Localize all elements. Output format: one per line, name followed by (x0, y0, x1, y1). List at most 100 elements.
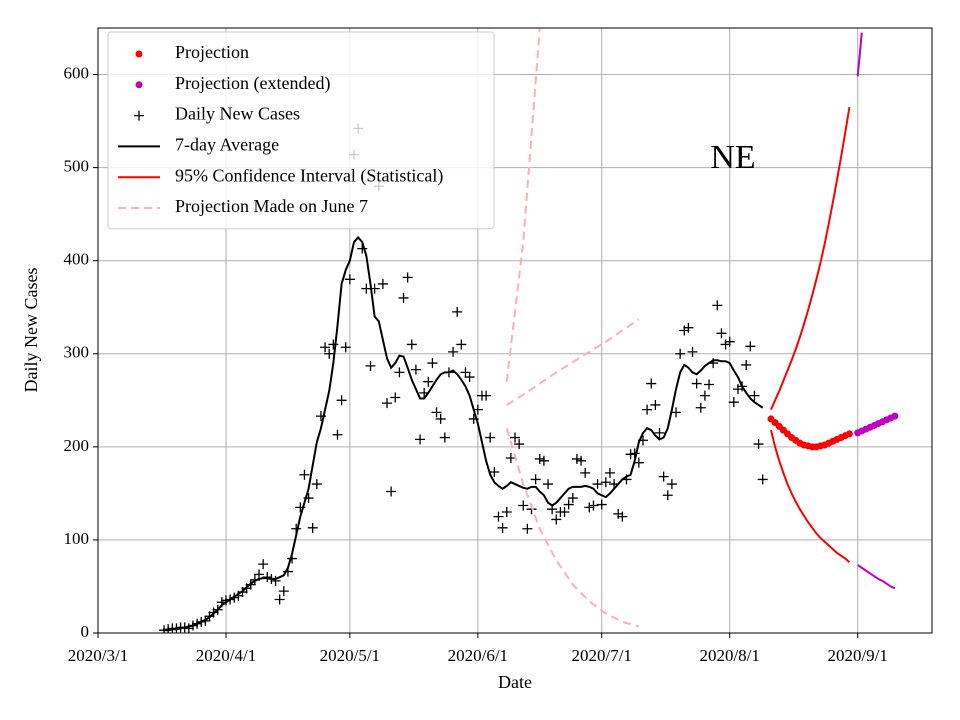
case-marker (522, 523, 533, 534)
y-axis-label: Daily New Cases (21, 268, 41, 393)
case-marker (254, 569, 265, 580)
case-marker (662, 490, 673, 501)
projection-dot (891, 412, 899, 420)
case-marker (415, 434, 426, 445)
case-marker (448, 346, 459, 357)
projection-dot (135, 81, 143, 89)
case-marker (485, 432, 496, 443)
x-axis-label: Date (498, 672, 532, 692)
case-marker (299, 469, 310, 480)
y-tick-label: 100 (64, 529, 90, 548)
legend-label: 95% Confidence Interval (Statistical) (175, 165, 443, 186)
x-tick-label: 2020/4/1 (196, 646, 256, 665)
case-marker (650, 399, 661, 410)
case-marker (757, 474, 768, 485)
case-marker (559, 507, 570, 517)
case-marker (328, 339, 339, 350)
case-marker (493, 511, 504, 522)
chart-title: NE (710, 139, 755, 176)
case-marker (567, 493, 578, 504)
case-marker (646, 378, 657, 389)
series-line (505, 427, 640, 628)
case-marker (584, 502, 595, 513)
y-tick-label: 500 (64, 157, 90, 176)
case-marker (456, 339, 467, 350)
case-marker (530, 474, 541, 485)
case-marker (497, 522, 508, 533)
legend-box (107, 31, 495, 230)
x-tick-label: 2020/7/1 (571, 646, 631, 665)
case-marker (402, 272, 413, 283)
case-marker (596, 499, 607, 510)
case-marker (134, 110, 144, 121)
case-marker (452, 306, 463, 317)
case-marker (580, 467, 591, 478)
axes: 2020/3/1 2020/4/1 2020/5/1 2020/6/1 2020/7/1… (64, 63, 888, 664)
case-marker (617, 511, 628, 522)
case-marker (431, 407, 442, 418)
case-marker (654, 427, 665, 438)
case-marker (258, 559, 269, 570)
case-marker (398, 292, 409, 303)
case-marker (642, 404, 653, 415)
case-marker (563, 499, 574, 510)
case-marker (666, 479, 677, 490)
case-marker (382, 398, 393, 409)
case-marker (377, 278, 388, 289)
case-marker (699, 390, 710, 401)
projection-dot (845, 430, 853, 438)
case-marker (675, 348, 686, 359)
x-tick-label: 2020/9/1 (827, 646, 887, 665)
case-marker (633, 457, 644, 468)
series-line (505, 28, 541, 382)
case-marker (538, 455, 549, 466)
x-tick-label: 2020/6/1 (448, 646, 508, 665)
legend-label: Projection (175, 42, 249, 62)
legend: Projection Projection (extended) Daily New… (107, 31, 495, 230)
case-marker (270, 575, 281, 586)
case-marker (410, 364, 421, 375)
case-marker (518, 500, 529, 511)
case-marker (683, 322, 694, 333)
case-marker (671, 407, 682, 418)
case-marker (695, 402, 706, 413)
case-marker (625, 449, 636, 460)
y-tick-label: 600 (64, 63, 90, 82)
case-marker (741, 359, 752, 370)
case-marker (514, 439, 525, 450)
case-marker (406, 339, 417, 350)
case-marker (460, 367, 471, 378)
case-marker (501, 507, 512, 517)
case-marker (687, 346, 698, 357)
case-marker (592, 479, 603, 490)
series-line (770, 106, 851, 411)
case-marker (340, 342, 351, 353)
case-marker (604, 467, 615, 478)
case-marker (745, 341, 756, 352)
y-tick-label: 200 (64, 436, 90, 455)
case-marker (278, 586, 289, 597)
case-marker (344, 274, 355, 285)
case-marker (311, 479, 322, 490)
case-marker (753, 439, 764, 450)
case-marker (394, 367, 405, 378)
case-marker (435, 413, 446, 424)
case-marker (274, 594, 285, 605)
y-tick-label: 300 (64, 343, 90, 362)
case-marker (691, 378, 702, 389)
case-marker (588, 500, 599, 511)
case-marker (658, 471, 669, 482)
series-line (164, 235, 764, 632)
y-tick-label: 400 (64, 250, 90, 269)
y-tick-label: 0 (81, 622, 90, 641)
series-line (856, 32, 863, 77)
series-line (770, 429, 851, 564)
plot-area (159, 28, 899, 633)
case-marker (728, 397, 739, 408)
case-marker (489, 466, 500, 477)
case-marker (427, 358, 438, 369)
case-marker (307, 522, 318, 533)
case-marker (571, 453, 582, 464)
case-marker (600, 477, 611, 488)
